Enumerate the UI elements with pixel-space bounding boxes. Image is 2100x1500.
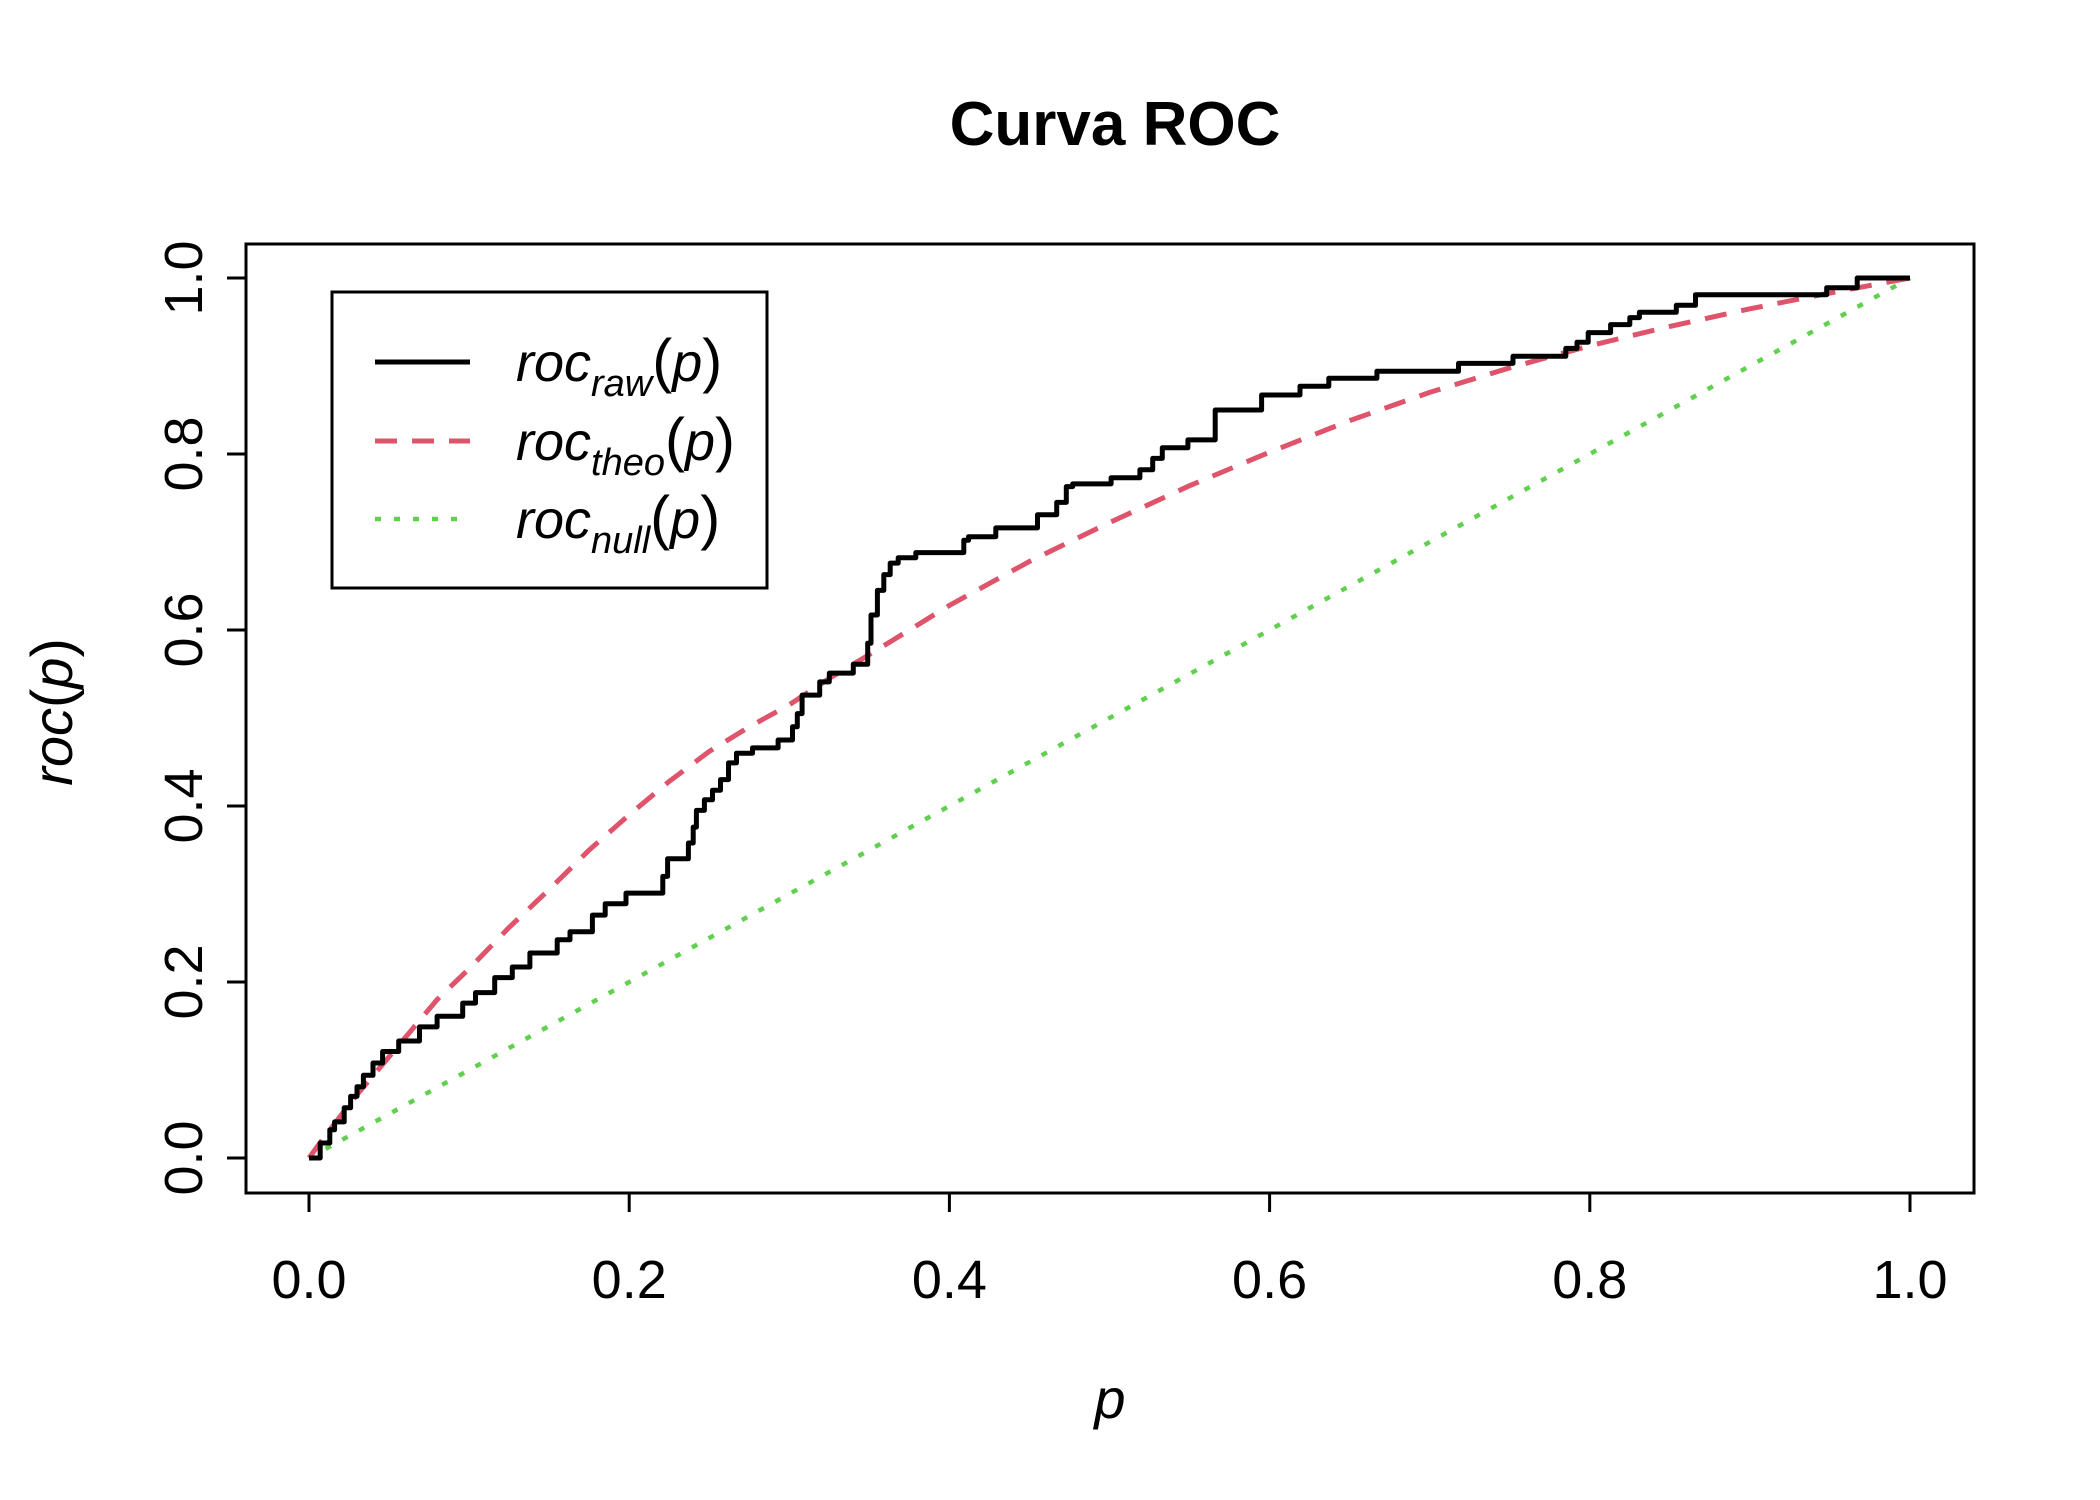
legend-roc-raw-label: rocraw(p) — [516, 327, 722, 405]
x-tick-label: 0.2 — [592, 1250, 667, 1310]
x-tick-label: 0.8 — [1552, 1250, 1627, 1310]
axes-layer: 0.0 0.2 0.4 0.6 0.8 1.0 0.0 0.2 0.4 0.6 0.8 1.0 roc(… — [20, 240, 1976, 1310]
y-tick-label: 0.4 — [154, 768, 214, 843]
x-axis-title: p — [1092, 1367, 1125, 1430]
legend-item-roc-theo: roctheo(p) — [375, 406, 735, 484]
plot-border — [244, 242, 1976, 1195]
x-tick-label: 1.0 — [1872, 1250, 1947, 1310]
series-roc-raw-line — [309, 275, 1910, 1161]
x-tick-label: 0.4 — [912, 1250, 987, 1310]
y-tick-label: 0.0 — [154, 1120, 214, 1195]
y-tick-label: 0.6 — [154, 592, 214, 667]
series-roc-null-line — [307, 276, 1912, 1160]
y-axis-title: roc(p) — [20, 638, 85, 786]
legend-roc-null-label: rocnull(p) — [516, 484, 720, 562]
legend-roc-theo-label: roctheo(p) — [516, 406, 735, 484]
x-tick-label: 0.6 — [1232, 1250, 1307, 1310]
series-layer — [306, 275, 1912, 1161]
x-tick-label: 0.0 — [271, 1250, 346, 1310]
y-tick-label: 0.2 — [154, 944, 214, 1019]
legend-box — [330, 290, 769, 590]
legend-item-roc-null: rocnull(p) — [375, 484, 720, 562]
y-tick-label: 1.0 — [154, 240, 214, 315]
chart-title: Curva ROC — [950, 90, 1281, 159]
y-tick-label: 0.8 — [154, 416, 214, 491]
series-roc-theo-line — [306, 275, 1911, 1160]
legend-item-roc-raw: rocraw(p) — [375, 327, 722, 405]
legend-layer: rocraw(p)roctheo(p)rocnull(p) — [330, 290, 769, 590]
